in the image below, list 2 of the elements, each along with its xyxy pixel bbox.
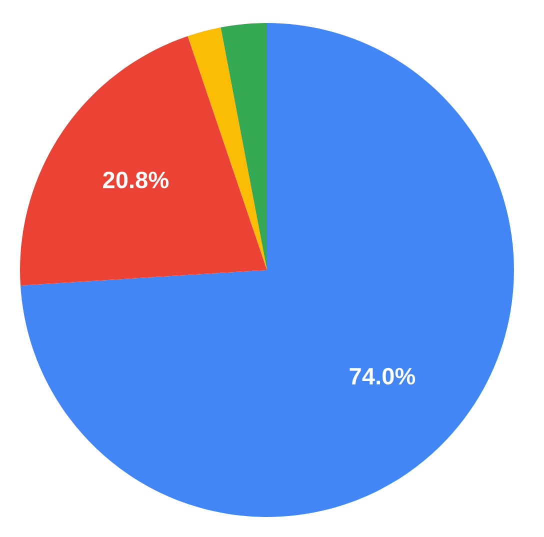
data-label: 74.0% <box>350 368 416 385</box>
data-label: 20.8% <box>103 172 169 188</box>
